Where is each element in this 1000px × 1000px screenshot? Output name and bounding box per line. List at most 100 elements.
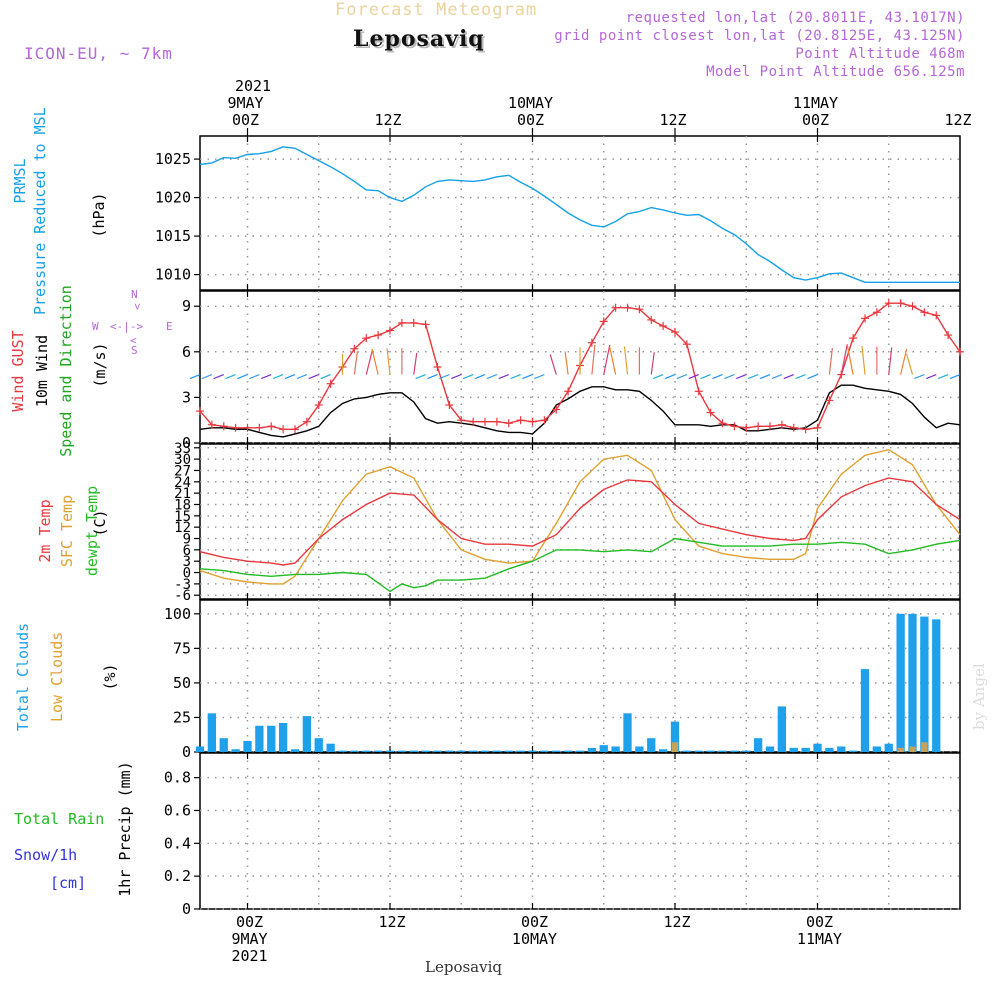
total-cloud-bar (777, 706, 787, 752)
top-time-label: 12Z (633, 95, 713, 129)
wind-arrow (609, 346, 617, 375)
low-cloud-bar (921, 742, 928, 752)
ytick-label: 0.2 (164, 867, 191, 885)
total-cloud-bar (575, 750, 585, 752)
compass-arrows-horizontal: <-|-> (110, 320, 144, 333)
total-cloud-bar (231, 749, 240, 752)
total-cloud-bar (848, 750, 858, 752)
total-cloud-bar (647, 738, 656, 752)
total-cloud-bar (765, 746, 775, 752)
bottom-time-label: 12Z (352, 914, 432, 965)
wind-arrow (603, 344, 611, 375)
ytick-label: 6 (183, 543, 191, 559)
bottom-time-label: 00Z 10MAY (495, 914, 575, 965)
top-year-label: 2021 (234, 77, 272, 95)
ytick-label: 50 (173, 674, 191, 692)
wind-arrow (771, 374, 783, 380)
ytick-label: 1020 (155, 189, 191, 207)
total-cloud-bar (326, 743, 335, 752)
bottom-hour-text: 00Z (805, 913, 834, 931)
panel-frame-4 (199, 752, 961, 910)
wind-arrow (676, 374, 688, 380)
wind-arrow (937, 374, 949, 380)
ytick-label: 12 (174, 520, 191, 536)
top-date-text: 9MAY (227, 94, 264, 112)
ytick-label: 0 (182, 900, 191, 918)
total-cloud-bar (278, 722, 288, 752)
compass-east: E (166, 320, 173, 333)
panel-frame-2 (199, 443, 961, 600)
total-cloud-bar (243, 740, 252, 752)
ytick-label: 3 (182, 388, 191, 406)
wind-arrow (353, 351, 358, 375)
wind-arrow (795, 374, 806, 380)
bottom-year-text (495, 948, 575, 965)
wind-arrow (807, 374, 818, 380)
wind-arrow (371, 348, 379, 375)
total-cloud-bar (611, 746, 620, 752)
wind-arrow (564, 351, 569, 375)
wind-arrow (415, 374, 426, 380)
grid-point-coords: grid point closest lon,lat (20.8125E, 43… (554, 28, 965, 44)
ytick-label: 21 (174, 486, 191, 502)
top-hour-text: 00Z (231, 111, 260, 129)
top-time-label: 10MAY 00Z (491, 95, 571, 129)
wind-arrow (189, 374, 201, 380)
wind-arrow (623, 346, 629, 375)
total-cloud-bar (730, 750, 739, 752)
wind-arrow (534, 374, 545, 380)
wind-arrow (462, 374, 474, 380)
wind-arrow (688, 374, 699, 380)
total-cloud-bar (207, 713, 217, 752)
total-cloud-bar (742, 750, 751, 752)
wind-arrow (261, 374, 272, 380)
total-cloud-bar (290, 749, 300, 752)
panel-frame-1 (199, 290, 961, 444)
ytick-label: 100 (164, 605, 191, 623)
total-cloud-bar (599, 745, 608, 752)
ytick-label: 1025 (155, 150, 191, 168)
ytick-label: 0.4 (164, 834, 191, 852)
location-title: Leposaviq (353, 26, 485, 52)
footer-location: Leposaviq (425, 958, 502, 976)
total-cloud-bar (789, 747, 798, 752)
total-cloud-bar (433, 750, 442, 752)
compass-arrow-down: < (130, 334, 137, 347)
total-cloud-bar (635, 746, 644, 752)
total-cloud-bar (195, 746, 205, 752)
top-hour-text: 12Z (659, 111, 687, 129)
ytick-label: -3 (174, 577, 191, 593)
wind-arrow (949, 374, 961, 380)
ytick-label: 1010 (155, 266, 191, 284)
ytick-label: 9 (183, 532, 191, 548)
wind-arrow (439, 374, 450, 380)
meteogram-subtitle: Forecast Meteogram (335, 0, 538, 20)
wind-arrow (201, 374, 213, 380)
wind-arrow (840, 344, 848, 375)
total-cloud-bar (504, 750, 513, 752)
wind-arrow (308, 374, 319, 380)
ytick-label: 0 (182, 743, 191, 761)
total-cloud-bar (445, 750, 454, 752)
total-cloud-bar (338, 750, 347, 752)
wind-arrow (926, 374, 937, 380)
wind-arrow (320, 374, 331, 380)
total-cloud-bar (492, 750, 502, 752)
total-cloud-bar (267, 725, 276, 752)
top-hour-text: 00Z (801, 111, 830, 129)
top-date-text: 11MAY (792, 94, 839, 112)
wind-arrow (427, 374, 438, 380)
low-cloud-bar (671, 742, 679, 752)
total-cloud-bar (219, 738, 228, 752)
wind-arrow (759, 374, 771, 380)
ytick-label: 27 (174, 463, 191, 479)
ytick-label: 0 (183, 566, 191, 582)
wind-arrow (474, 374, 486, 380)
wind-arrow (365, 350, 373, 375)
ytick-label: 15 (174, 509, 191, 525)
wind-arrow (498, 374, 509, 380)
bottom-date-text (352, 931, 432, 948)
ytick-label: 18 (174, 497, 191, 513)
wind-arrow (888, 347, 893, 375)
credit-watermark: by Angel (970, 663, 988, 730)
